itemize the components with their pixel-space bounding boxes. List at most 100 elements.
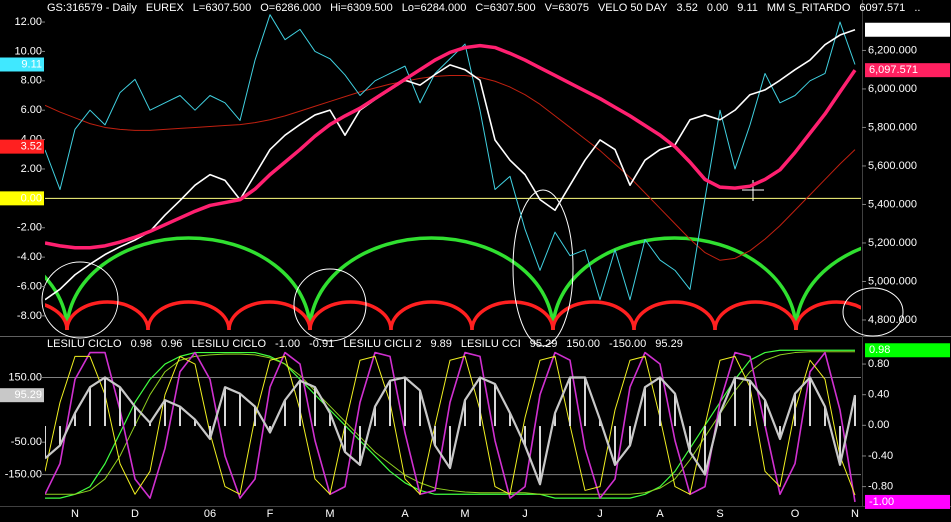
y-tick-label: 12.00 [14, 16, 42, 28]
y-tick-label: -8.00 [17, 310, 42, 322]
plot-area [45, 349, 861, 503]
x-tick-label: M [325, 508, 334, 520]
value-highlight [865, 22, 950, 37]
x-tick-label: F [267, 508, 274, 520]
value-highlight-label: 9.11 [21, 58, 42, 70]
y2-tick-label: 0.80 [868, 358, 889, 370]
y-tick-label: 150.00 [8, 371, 42, 383]
value-highlight [865, 494, 950, 509]
legend-readout: 95.29 [530, 338, 558, 350]
legend-readout: 150.00 [566, 338, 600, 350]
y2-tick-label: 5,200.000 [868, 237, 917, 249]
series-line [45, 376, 857, 486]
x-tick-label: J [597, 508, 603, 520]
value-highlight-label: 0.98 [869, 344, 890, 356]
value-highlight [0, 139, 44, 154]
header-text: Lo=6284.000 [402, 2, 467, 14]
value-highlight-label: -1.00 [869, 496, 894, 508]
header-text: MM S_RITARDO [767, 2, 851, 14]
long-cycle-arc [308, 236, 555, 331]
series-line [45, 351, 856, 503]
short-cycle-arc [45, 303, 69, 331]
y-tick-label: -4.00 [17, 251, 42, 263]
header-text: 3.52 [676, 2, 697, 14]
value-highlight-label: 3.52 [21, 141, 42, 153]
x-tick-label: D [131, 508, 139, 520]
legend-name: LESILU CICLO [47, 338, 122, 350]
header-text: .. [914, 2, 920, 14]
y-tick-label: -150.00 [5, 468, 42, 480]
plot-area [45, 14, 861, 301]
header-text: 6097.571 [859, 2, 905, 14]
short-cycle-arc [713, 300, 798, 331]
cycle-circle [41, 261, 119, 339]
y2-tick-label: 5,800.000 [868, 121, 917, 133]
cycle-overlay [45, 236, 861, 331]
header-text: GS:316579 - Daily [47, 2, 137, 14]
y2-tick-label: 5,400.000 [868, 198, 917, 210]
header-text: EUREX [146, 2, 185, 14]
long-cycle-arc [65, 236, 312, 331]
header-text: Hi=6309.500 [330, 2, 393, 14]
y2-tick-label: 6,200.000 [868, 44, 917, 56]
header-text: 0.00 [707, 2, 728, 14]
value-highlight-label: 0.00 [21, 192, 42, 204]
header-text: L=6307.500 [193, 2, 251, 14]
short-cycle-arc [146, 300, 231, 331]
y2-tick-label: -0.40 [868, 450, 893, 462]
y2-tick-label: 0.00 [868, 419, 889, 431]
x-tick-label: J [522, 508, 528, 520]
short-cycle-arc [632, 300, 717, 331]
short-cycle-arc [227, 300, 312, 331]
legend-readout: 0.98 [131, 338, 152, 350]
y-tick-label: 6.00 [21, 104, 42, 116]
header-text: VELO 50 DAY [598, 2, 668, 14]
value-highlight [865, 63, 950, 78]
legend-readout: -150.00 [609, 338, 646, 350]
short-cycle-arc [470, 300, 555, 331]
short-cycle-arc [308, 300, 393, 331]
cycle-circle [512, 189, 574, 347]
value-highlight-label: 6,097.571 [869, 64, 918, 76]
x-tick-label: A [401, 508, 409, 520]
y-tick-label: -2.00 [17, 222, 42, 234]
value-highlight [865, 343, 950, 358]
header-text: O=6286.000 [260, 2, 321, 14]
y2-tick-label: 4,800.000 [868, 314, 917, 326]
short-cycle-arc [65, 300, 150, 331]
value-highlight-label: 95.29 [14, 389, 42, 401]
cycle-circle [293, 268, 367, 342]
header-text: V=63075 [545, 2, 589, 14]
value-highlight [0, 388, 44, 403]
y2-tick-label: 5,000.000 [868, 275, 917, 287]
y2-tick-label: 0.40 [868, 389, 889, 401]
x-tick-label: S [716, 508, 723, 520]
short-cycle-arc [551, 300, 636, 331]
x-tick-label: M [460, 508, 469, 520]
legend-readout: 0.96 [161, 338, 182, 350]
series-line [45, 14, 856, 301]
x-tick-label: A [656, 508, 664, 520]
y2-tick-label: 6,000.000 [868, 83, 917, 95]
series-line [45, 43, 857, 250]
y-tick-label: 10.00 [14, 45, 42, 57]
y-tick-label: -6.00 [17, 280, 42, 292]
header-text: C=6307.500 [475, 2, 535, 14]
x-tick-label: N [71, 508, 79, 520]
short-cycle-arc [794, 300, 861, 331]
legend-name: LESILU CICLO [191, 338, 266, 350]
legend-name: LESILU CCI [461, 338, 521, 350]
legend-name: LESILU CICLI 2 [343, 338, 421, 350]
y-tick-label: -50.00 [11, 436, 42, 448]
y2-tick-label: -0.80 [868, 481, 893, 493]
short-cycle-arc [389, 300, 474, 331]
header-text: 9.11 [737, 2, 758, 14]
x-tick-label: N [851, 508, 859, 520]
x-tick-label: O [791, 508, 800, 520]
series-line [45, 74, 856, 261]
y-tick-label: 2.00 [21, 163, 42, 175]
legend-readout: -0.91 [309, 338, 334, 350]
y2-tick-label: 5,600.000 [868, 160, 917, 172]
